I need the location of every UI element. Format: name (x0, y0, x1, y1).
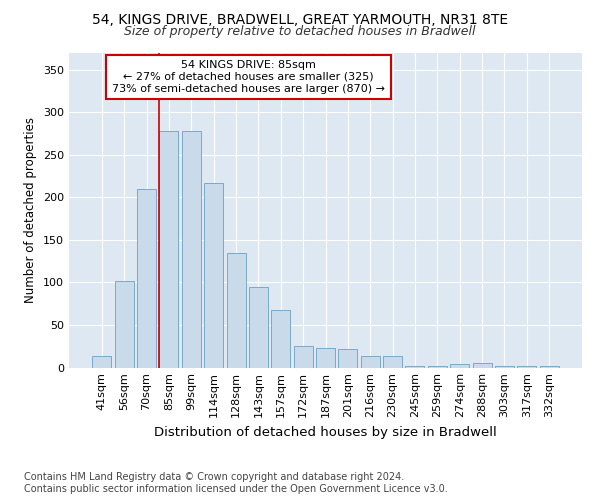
X-axis label: Distribution of detached houses by size in Bradwell: Distribution of detached houses by size … (154, 426, 497, 439)
Bar (406, 366, 424, 368)
Bar (204, 183, 223, 368)
Bar (428, 366, 447, 368)
Y-axis label: Number of detached properties: Number of detached properties (25, 117, 37, 303)
Bar (249, 286, 268, 368)
Bar (160, 131, 178, 368)
Bar (293, 346, 313, 368)
Bar (137, 188, 156, 368)
Bar (115, 280, 134, 368)
Bar (92, 356, 112, 368)
Bar (182, 131, 201, 368)
Bar (271, 310, 290, 368)
Text: Contains HM Land Registry data © Crown copyright and database right 2024.
Contai: Contains HM Land Registry data © Crown c… (24, 472, 448, 494)
Bar (539, 366, 559, 368)
Bar (473, 363, 491, 368)
Text: 54, KINGS DRIVE, BRADWELL, GREAT YARMOUTH, NR31 8TE: 54, KINGS DRIVE, BRADWELL, GREAT YARMOUT… (92, 12, 508, 26)
Text: 54 KINGS DRIVE: 85sqm
← 27% of detached houses are smaller (325)
73% of semi-det: 54 KINGS DRIVE: 85sqm ← 27% of detached … (112, 60, 385, 94)
Bar (316, 348, 335, 368)
Bar (495, 366, 514, 368)
Bar (517, 366, 536, 368)
Bar (450, 364, 469, 368)
Bar (361, 356, 380, 368)
Bar (383, 356, 402, 368)
Bar (338, 349, 358, 368)
Text: Size of property relative to detached houses in Bradwell: Size of property relative to detached ho… (124, 25, 476, 38)
Bar (227, 252, 245, 368)
